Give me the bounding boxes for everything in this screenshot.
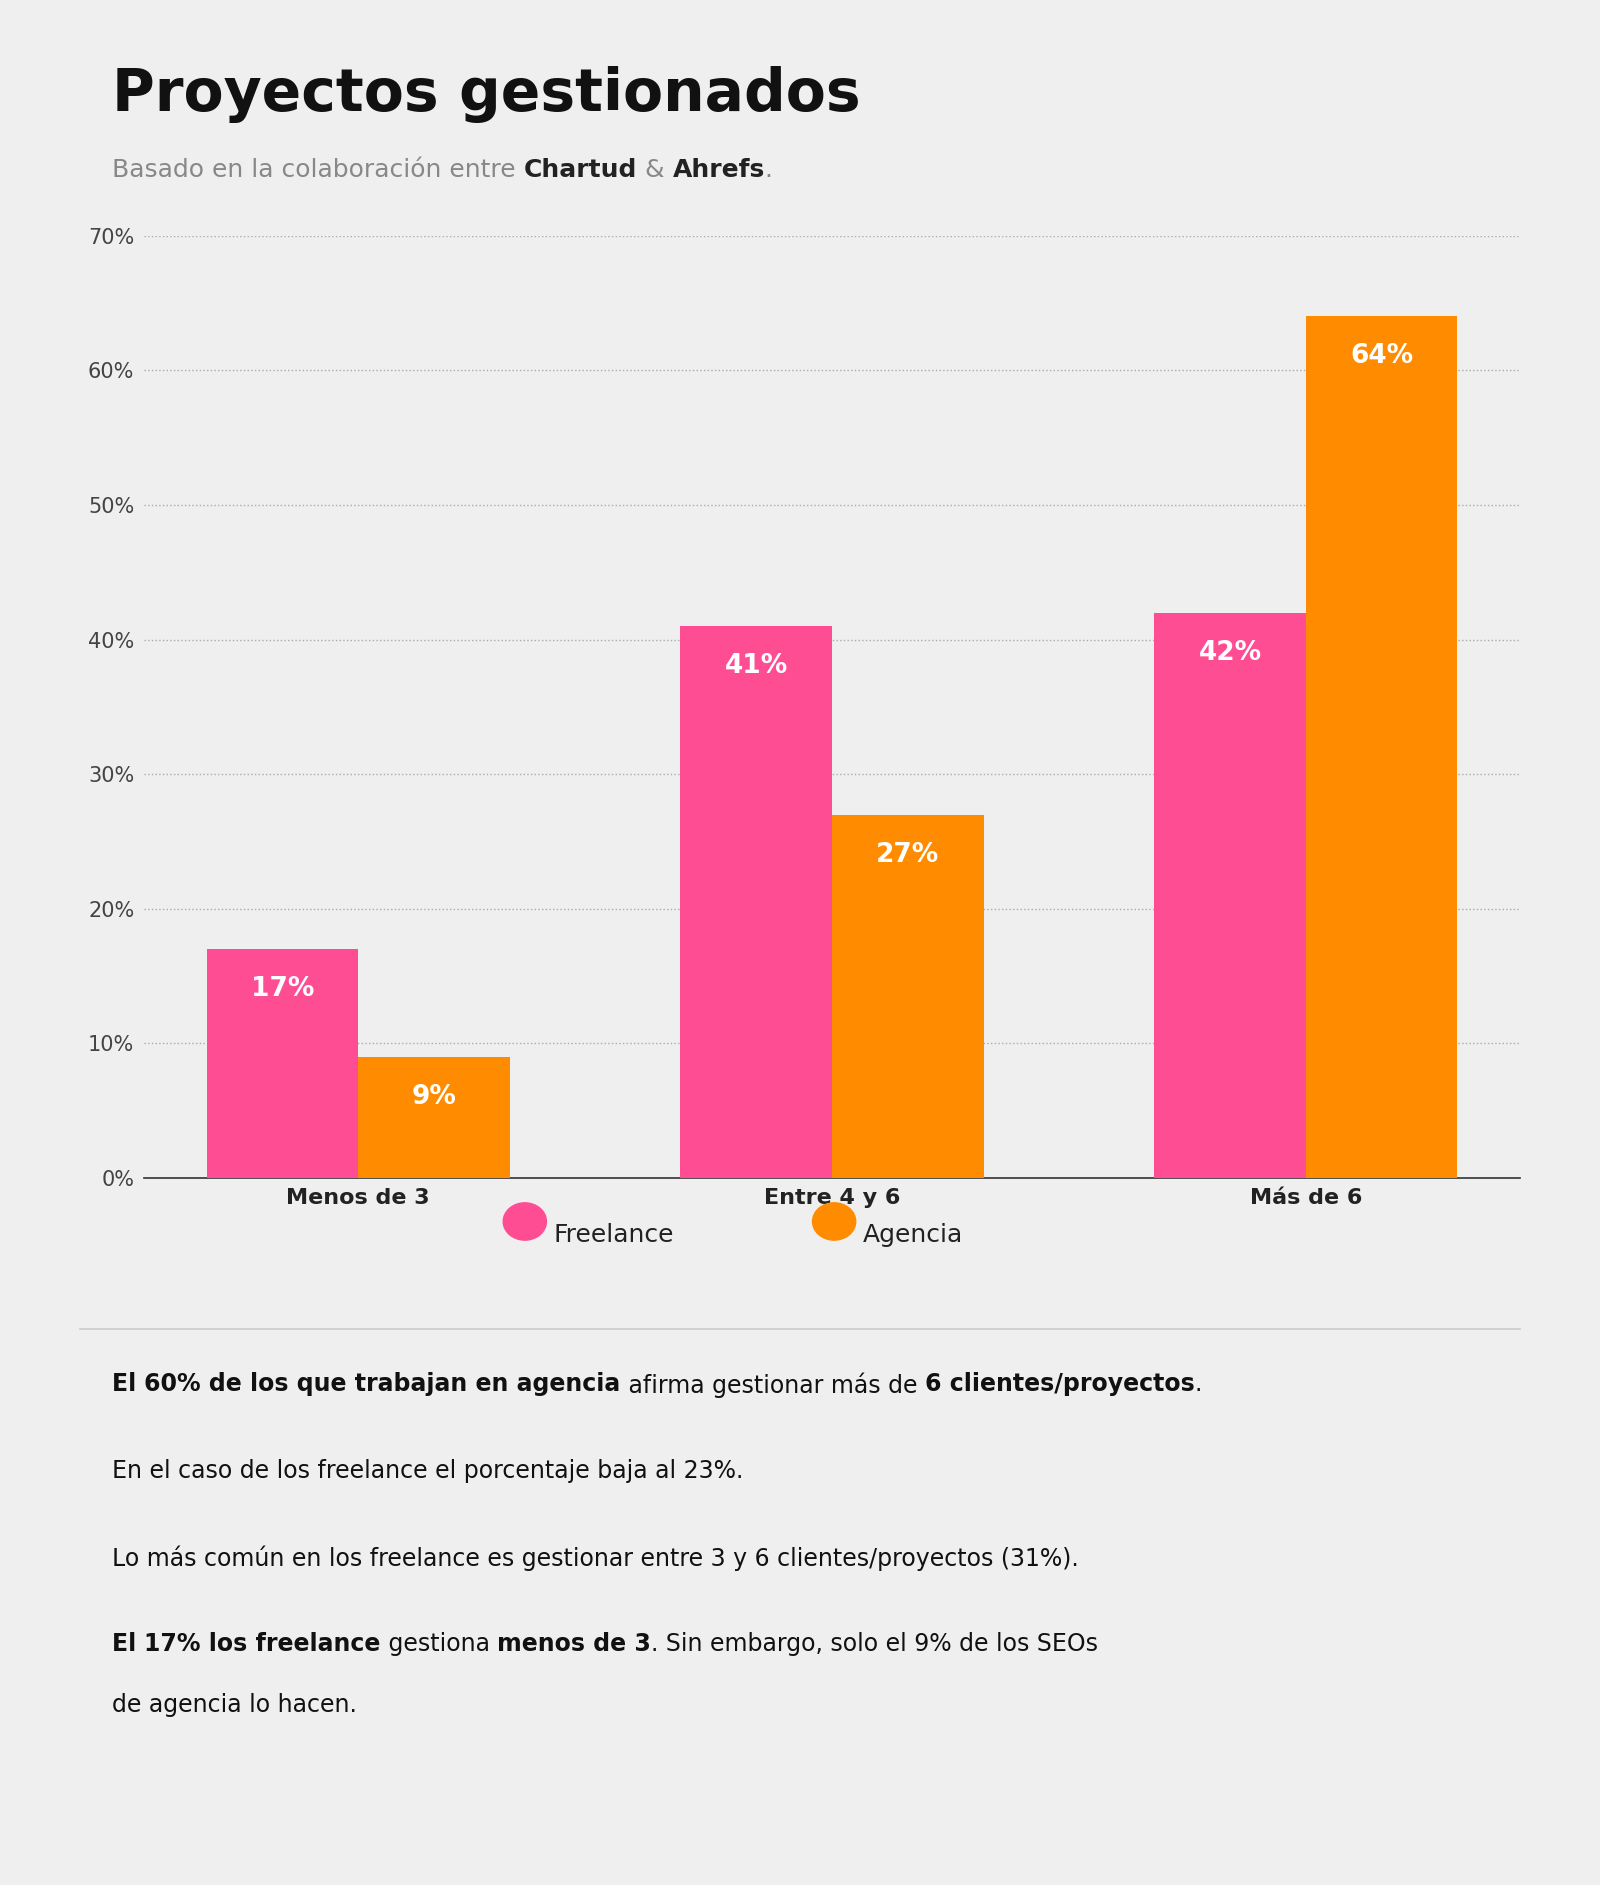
Text: menos de 3: menos de 3 bbox=[498, 1632, 651, 1657]
Bar bbox=[1306, 317, 1458, 1178]
Text: Proyectos gestionados: Proyectos gestionados bbox=[112, 66, 861, 123]
Text: 27%: 27% bbox=[877, 841, 939, 867]
Text: &: & bbox=[637, 158, 672, 183]
Text: El: El bbox=[112, 1632, 144, 1657]
Text: Lo más común en los freelance es gestionar entre 3 y 6 clientes/proyectos (31%).: Lo más común en los freelance es gestion… bbox=[112, 1546, 1078, 1572]
Text: gestiona: gestiona bbox=[381, 1632, 498, 1657]
Bar bbox=[680, 626, 832, 1178]
Text: 17% los freelance: 17% los freelance bbox=[144, 1632, 381, 1657]
Text: Chartud: Chartud bbox=[523, 158, 637, 183]
Circle shape bbox=[813, 1203, 856, 1240]
Bar bbox=[1154, 613, 1306, 1178]
Bar bbox=[832, 814, 984, 1178]
Text: 42%: 42% bbox=[1198, 639, 1261, 665]
Text: 17%: 17% bbox=[251, 976, 314, 1003]
Text: 41%: 41% bbox=[725, 652, 787, 679]
Text: Ahrefs: Ahrefs bbox=[672, 158, 765, 183]
Text: .: . bbox=[765, 158, 773, 183]
Text: 9%: 9% bbox=[411, 1084, 456, 1110]
Text: afirma gestionar más de: afirma gestionar más de bbox=[621, 1372, 925, 1399]
Bar bbox=[206, 950, 358, 1178]
Text: El: El bbox=[112, 1372, 144, 1397]
Text: 64%: 64% bbox=[1350, 343, 1413, 369]
Bar bbox=[358, 1057, 510, 1178]
Text: 60% de los que trabajan en agencia: 60% de los que trabajan en agencia bbox=[144, 1372, 621, 1397]
Text: . Sin embargo, solo el 9% de los SEOs: . Sin embargo, solo el 9% de los SEOs bbox=[651, 1632, 1098, 1657]
Text: Freelance: Freelance bbox=[554, 1223, 674, 1246]
Circle shape bbox=[504, 1203, 547, 1240]
Text: Agencia: Agencia bbox=[862, 1223, 963, 1246]
Text: de agencia lo hacen.: de agencia lo hacen. bbox=[112, 1693, 357, 1717]
Text: .: . bbox=[1195, 1372, 1202, 1397]
Text: Basado en la colaboración entre: Basado en la colaboración entre bbox=[112, 158, 523, 183]
Text: En el caso de los freelance el porcentaje baja al 23%.: En el caso de los freelance el porcentaj… bbox=[112, 1459, 744, 1483]
Text: 6 clientes/proyectos: 6 clientes/proyectos bbox=[925, 1372, 1195, 1397]
